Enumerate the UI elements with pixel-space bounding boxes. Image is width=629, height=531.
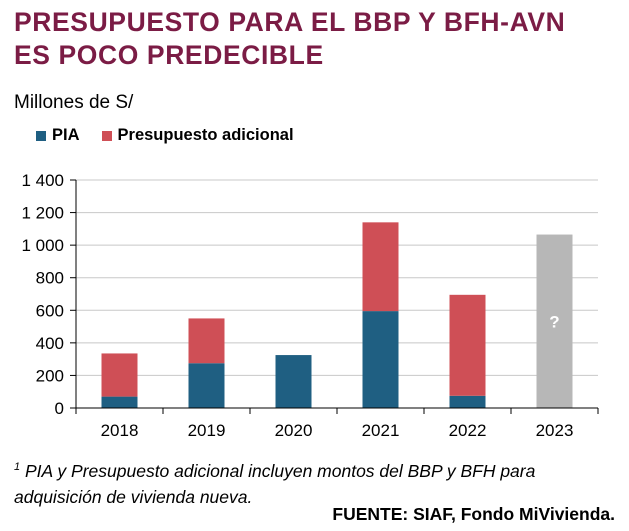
footnote: 1 PIA y Presupuesto adicional incluyen m…	[14, 454, 614, 510]
bar-2020-series-0	[275, 355, 312, 408]
bar-2022-series-1	[449, 294, 486, 396]
bars: ?	[101, 222, 573, 408]
legend-label-pia: PIA	[52, 126, 80, 144]
legend-swatch-pia	[36, 130, 46, 141]
x-tick-label: 2020	[275, 421, 313, 440]
legend-swatch-adicional	[101, 130, 112, 141]
bar-2019-series-1	[188, 318, 225, 364]
gridlines	[76, 179, 598, 376]
bar-2023-series-2	[536, 234, 573, 408]
source-note: FUENTE: SIAF, Fondo MiVivienda.	[332, 504, 615, 524]
x-tick-label: 2022	[449, 421, 487, 440]
y-tick-label: 0	[55, 399, 64, 418]
axes: 0 200 400 600 800 1 000 1 200 1 400 2018 2019 2020…	[21, 171, 599, 440]
chart-title-line1: PRESUPUESTO PARA EL BBP Y BFH-AVN	[14, 7, 566, 37]
y-tick-label: 1 200	[21, 204, 64, 223]
bar-annotation: ?	[549, 312, 559, 331]
bar-chart: ? 0 200 400 600 800 1 000 1 200 1 400 2018 2019 20…	[21, 171, 599, 440]
footnote-text: PIA y Presupuesto adicional incluyen mon…	[14, 460, 536, 507]
bar-2022-series-0	[449, 395, 486, 408]
x-tick-label: 2023	[536, 421, 574, 440]
y-tick-label: 800	[36, 269, 64, 288]
chart-title: PRESUPUESTO PARA EL BBP Y BFH-AVN ES POC…	[14, 6, 619, 72]
bar-2018-series-0	[101, 396, 138, 408]
bar-2019-series-0	[188, 363, 225, 408]
y-axis-unit-label: Millones de S/	[14, 92, 134, 113]
legend-item-pia: PIA	[36, 126, 80, 145]
bar-2018-series-1	[101, 353, 138, 397]
y-tick-label: 200	[36, 366, 64, 385]
y-tick-label: 600	[36, 301, 64, 320]
bar-2021-series-0	[362, 311, 399, 408]
x-tick-label: 2018	[101, 421, 139, 440]
footnote-marker: 1	[14, 461, 21, 473]
y-tick-label: 1 000	[21, 236, 64, 255]
legend-label-adicional: Presupuesto adicional	[117, 126, 294, 144]
chart-legend: PIA Presupuesto adicional	[36, 126, 316, 145]
x-tick-label: 2019	[188, 421, 226, 440]
legend-item-adicional: Presupuesto adicional	[101, 126, 294, 145]
x-tick-label: 2021	[362, 421, 400, 440]
y-tick-label: 400	[36, 334, 64, 353]
chart-title-line2: ES POCO PREDECIBLE	[14, 40, 324, 70]
y-tick-label: 1 400	[21, 171, 64, 190]
bar-2021-series-1	[362, 222, 399, 312]
